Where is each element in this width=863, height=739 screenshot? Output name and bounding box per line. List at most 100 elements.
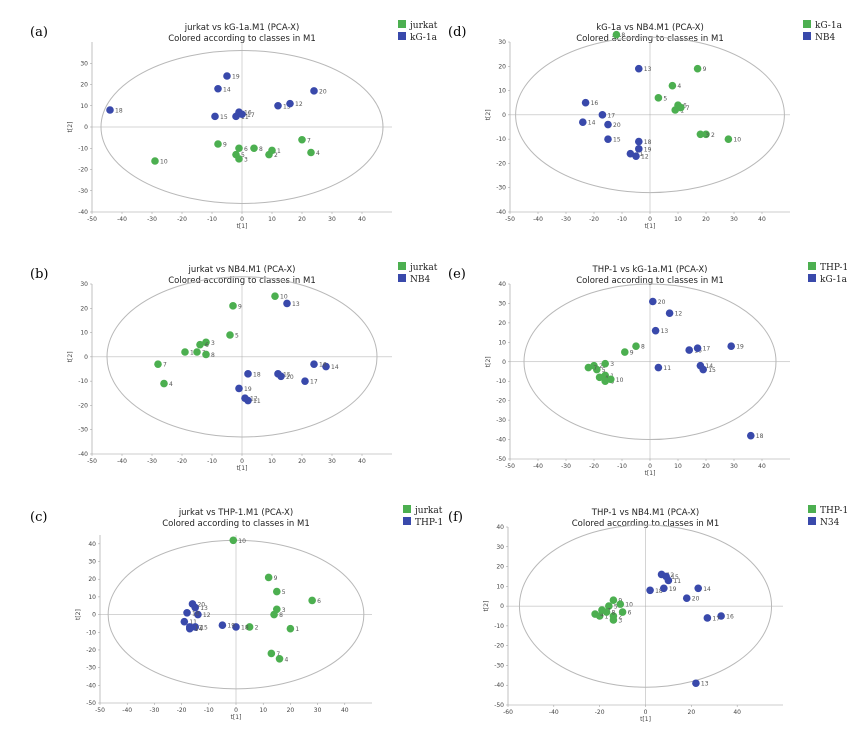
data-point (717, 612, 725, 620)
data-point (682, 594, 691, 602)
x-tick-label: 10 (268, 458, 276, 465)
panel-a: (a) jurkat vs kG-1a.M1 (PCA-X) Colored acc… (30, 20, 438, 240)
point-label: 3 (618, 617, 622, 624)
x-tick-label: -40 (117, 216, 127, 223)
x-tick-label: 40 (758, 216, 766, 223)
y-tick-label: 30 (498, 39, 506, 46)
point-label: 12 (203, 612, 211, 619)
point-label: 12 (667, 572, 675, 579)
y-tick-label: -10 (86, 629, 96, 636)
data-point (601, 359, 609, 368)
point-label: 6 (683, 103, 687, 110)
x-tick-label: 40 (733, 709, 741, 716)
legend-swatch (403, 505, 411, 513)
panel-label: (a) (30, 25, 48, 40)
x-tick-label: 10 (674, 463, 682, 470)
chart-title: jurkat vs kG-1a.M1 (PCA-X) (184, 23, 300, 33)
legend-swatch (803, 20, 811, 28)
data-point (264, 573, 273, 582)
x-tick-label: -40 (533, 216, 543, 223)
point-label: 5 (602, 367, 606, 374)
x-tick-label: 20 (287, 707, 295, 714)
y-tick-label: 20 (496, 564, 504, 571)
point-label: 18 (644, 139, 652, 146)
point-label: 13 (661, 328, 669, 335)
panel-d: (d) kG-1a vs NB4.M1 (PCA-X) Colored accord… (448, 20, 853, 240)
y-tick-label: -50 (494, 702, 504, 709)
data-point (609, 616, 618, 624)
legend-label: kG-1a (820, 275, 848, 285)
y-tick-label: 20 (88, 576, 96, 583)
legend-label: jurkat (409, 21, 438, 31)
point-label: 8 (612, 610, 616, 617)
data-point (274, 101, 282, 110)
data-point (699, 365, 707, 374)
chart-f: (f) THP-1 vs NB4.M1 (PCA-X)Colored accord… (448, 505, 848, 723)
y-tick-label: 20 (498, 320, 506, 327)
point-label: 4 (316, 150, 320, 157)
point-label: 6 (317, 598, 321, 605)
data-point (241, 394, 249, 402)
x-tick-label: -20 (177, 216, 187, 223)
y-tick-label: -30 (78, 427, 88, 434)
data-point (727, 342, 735, 351)
panel-e: (e) THP-1 vs kG-1a.M1 (PCA-X) Colored acco… (448, 262, 853, 487)
x-axis-label: t[1] (231, 714, 242, 721)
y-tick-label: 0 (84, 124, 88, 131)
point-label: 15 (220, 114, 228, 121)
legend-swatch (398, 262, 406, 270)
point-label: 14 (331, 364, 339, 371)
data-point (703, 614, 712, 622)
x-tick-label: -50 (87, 216, 97, 223)
y-tick-label: -40 (78, 209, 88, 216)
point-label: 4 (285, 656, 289, 663)
x-tick-label: -10 (204, 707, 214, 714)
data-point (747, 431, 755, 440)
panel-label: (e) (448, 267, 466, 282)
y-axis-label: t[2] (483, 601, 490, 612)
data-point (593, 365, 601, 374)
point-label: 9 (274, 575, 278, 582)
point-label: 6 (205, 342, 209, 349)
data-point (646, 586, 654, 595)
x-tick-label: -40 (533, 463, 543, 470)
data-point (635, 64, 643, 73)
point-label: 9 (630, 350, 634, 357)
y-tick-label: 10 (88, 594, 96, 601)
y-tick-label: 0 (500, 603, 504, 610)
point-label: 3 (211, 340, 215, 347)
point-label: 14 (703, 586, 711, 593)
point-label: 10 (616, 377, 624, 384)
x-tick-label: 30 (328, 458, 336, 465)
x-tick-label: -30 (149, 707, 159, 714)
data-point (310, 87, 318, 95)
x-tick-label: 30 (730, 216, 738, 223)
chart-e: (e) THP-1 vs kG-1a.M1 (PCA-X)Colored acco… (448, 262, 848, 477)
x-tick-label: -10 (617, 216, 627, 223)
point-label: 4 (677, 83, 681, 90)
y-axis-label: t[2] (485, 109, 492, 120)
x-tick-label: 20 (702, 216, 710, 223)
data-point (202, 338, 210, 347)
point-label: 20 (197, 601, 205, 608)
x-tick-label: -30 (561, 216, 571, 223)
data-point (271, 292, 279, 300)
point-label: 14 (223, 86, 231, 93)
x-tick-label: 0 (234, 707, 238, 714)
point-label: 19 (644, 146, 652, 153)
point-label: 12 (295, 101, 303, 108)
panel-f: (f) THP-1 vs NB4.M1 (PCA-X) Colored accord… (448, 505, 853, 730)
y-tick-label: 40 (498, 281, 506, 288)
data-point (612, 30, 621, 39)
point-label: 20 (286, 374, 294, 381)
data-point (191, 623, 199, 631)
x-axis-label: t[1] (237, 223, 248, 230)
data-point (654, 94, 663, 102)
point-label: 1 (277, 148, 281, 155)
point-label: 19 (669, 586, 677, 593)
point-label: 13 (292, 301, 300, 308)
x-tick-label: -60 (503, 709, 513, 716)
x-tick-label: 20 (702, 463, 710, 470)
point-label: 20 (319, 88, 327, 95)
point-label: 14 (195, 626, 203, 633)
